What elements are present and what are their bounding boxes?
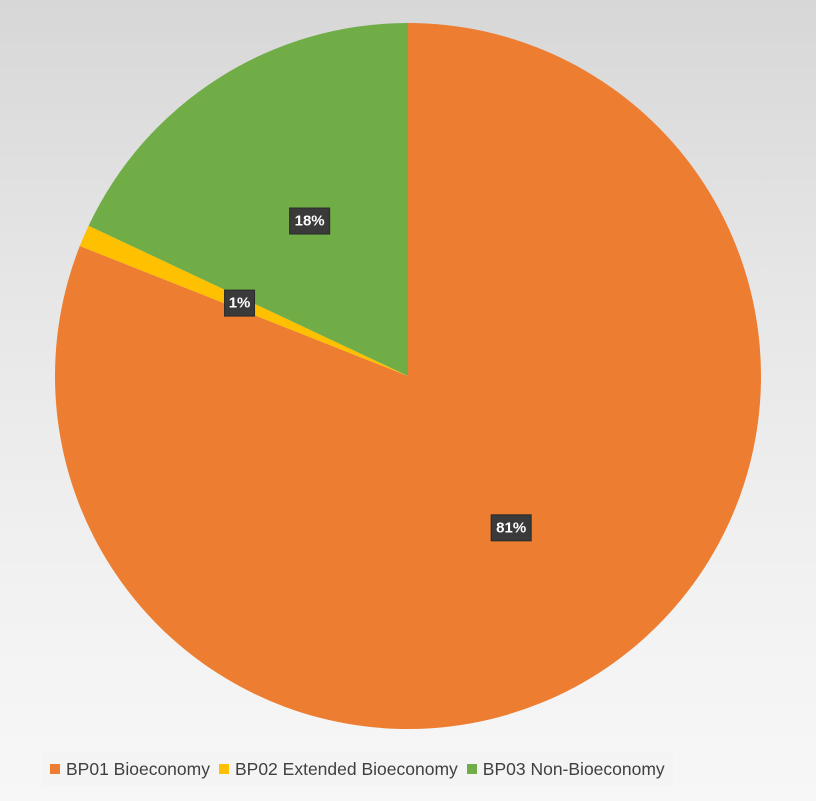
data-label-text-bp02: 1% [229,295,251,312]
legend-label-bp01: BP01 Bioeconomy [66,758,210,779]
data-label-box-bp03 [289,207,331,235]
pie-slice-bp03 [88,23,408,376]
pie-slices [54,23,762,730]
legend-label-bp02: BP02 Extended Bioeconomy [234,758,458,779]
data-label-text-bp01: 81% [496,519,526,536]
legend-item-bp03: BP03 Non-Bioeconomy [466,758,665,780]
data-label-bp01: 81% [490,514,532,542]
legend-swatch-bp01 [50,764,60,774]
data-label-text-bp03: 18% [295,213,325,230]
legend-label-bp03: BP03 Non-Bioeconomy [482,758,665,779]
pie-slice-bp01 [54,23,762,730]
legend-swatch-bp02 [218,764,229,774]
data-label-bp02: 1% [224,289,256,317]
data-labels: 81% 1% 18% [224,207,532,542]
legend: BP01 Bioeconomy BP02 Extended Bioeconomy… [42,752,673,786]
data-label-bp03: 18% [289,207,331,235]
data-label-box-bp02 [224,289,256,317]
legend-item-bp01: BP01 Bioeconomy [50,759,210,780]
legend-item-bp02: BP02 Extended Bioeconomy [218,758,458,780]
legend-swatch-bp03 [466,764,477,774]
data-label-box-bp01 [490,514,532,542]
